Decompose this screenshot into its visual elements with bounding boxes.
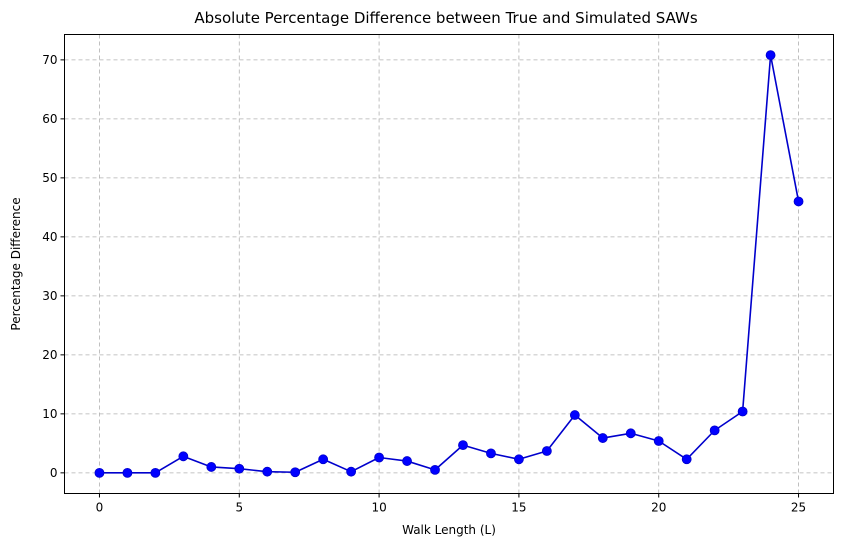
y-tick-label: 70 bbox=[42, 53, 57, 67]
data-point bbox=[318, 454, 329, 465]
data-point bbox=[374, 452, 384, 463]
data-point bbox=[150, 467, 161, 478]
data-point bbox=[514, 454, 524, 465]
series-line-layer bbox=[94, 50, 804, 478]
chart-title: Absolute Percentage Difference between T… bbox=[194, 9, 697, 27]
series-line bbox=[99, 54, 800, 474]
axis-ticks: 0 5 10 15 20 25 0 10 20 30 40 50 60 70 bbox=[42, 53, 806, 515]
y-tick-label: 20 bbox=[42, 348, 57, 362]
data-point bbox=[430, 465, 440, 475]
data-point bbox=[262, 466, 273, 477]
data-point bbox=[290, 467, 301, 478]
data-point bbox=[346, 466, 357, 477]
data-point bbox=[681, 454, 692, 465]
data-point bbox=[122, 467, 133, 478]
data-point bbox=[486, 448, 496, 459]
y-tick-label: 40 bbox=[42, 230, 57, 244]
data-point bbox=[625, 428, 636, 439]
data-point bbox=[765, 50, 776, 61]
y-tick-label: 60 bbox=[42, 112, 57, 126]
x-tick-label: 15 bbox=[511, 501, 526, 515]
x-tick-label: 25 bbox=[791, 501, 806, 515]
y-axis-label: Percentage Difference bbox=[9, 197, 23, 330]
x-axis-label: Walk Length (L) bbox=[402, 523, 496, 537]
x-tick-label: 5 bbox=[235, 501, 243, 515]
data-point bbox=[402, 456, 412, 466]
data-point bbox=[458, 440, 468, 451]
data-point bbox=[709, 425, 720, 436]
y-tick-label: 30 bbox=[42, 289, 57, 303]
y-tick-label: 10 bbox=[42, 407, 57, 421]
plot-frame bbox=[64, 34, 834, 494]
data-point bbox=[597, 433, 608, 443]
data-point bbox=[178, 451, 189, 462]
data-point bbox=[793, 196, 804, 207]
data-point bbox=[737, 406, 748, 417]
data-point bbox=[234, 463, 245, 474]
y-tick-label: 50 bbox=[42, 171, 57, 185]
grid bbox=[64, 34, 834, 494]
data-point bbox=[94, 467, 105, 478]
data-point bbox=[541, 446, 552, 456]
x-tick-label: 10 bbox=[371, 501, 386, 515]
x-tick-label: 0 bbox=[96, 501, 104, 515]
data-point bbox=[653, 436, 664, 446]
x-tick-label: 20 bbox=[651, 501, 666, 515]
y-tick-label: 0 bbox=[50, 466, 58, 480]
data-point bbox=[569, 410, 580, 420]
data-point bbox=[206, 462, 217, 472]
